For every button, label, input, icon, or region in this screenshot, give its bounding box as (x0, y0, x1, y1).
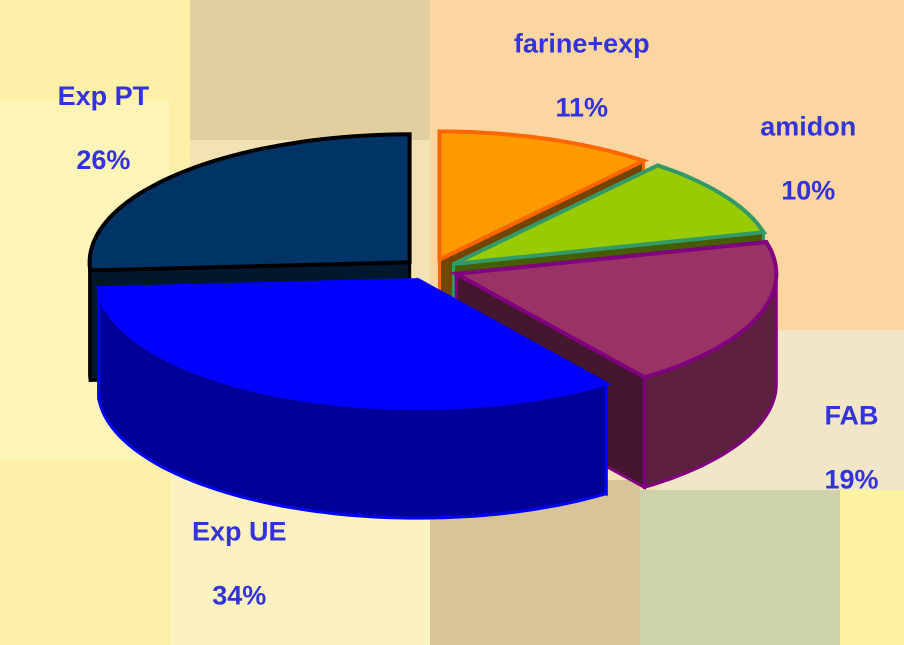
slice-label: Exp UE (192, 516, 287, 546)
slice-label: Exp PT (58, 81, 150, 111)
page: {"chart_data": {"type": "pie3d", "catego… (0, 0, 904, 645)
slice-value-label: 10% (781, 175, 835, 205)
slice-label: amidon (760, 111, 856, 141)
slice-label: FAB (825, 400, 879, 430)
slice-wall (90, 262, 91, 380)
slice-value-label: 19% (824, 464, 878, 494)
slice-value-label: 11% (555, 92, 608, 122)
slice-value-label: 34% (212, 580, 266, 610)
slice-value-label: 26% (76, 145, 130, 175)
slice-label: farine+exp (514, 28, 650, 58)
chart: farine+exp 11% amidon 10% FAB 19% Exp UE 34% Exp… (0, 0, 904, 645)
